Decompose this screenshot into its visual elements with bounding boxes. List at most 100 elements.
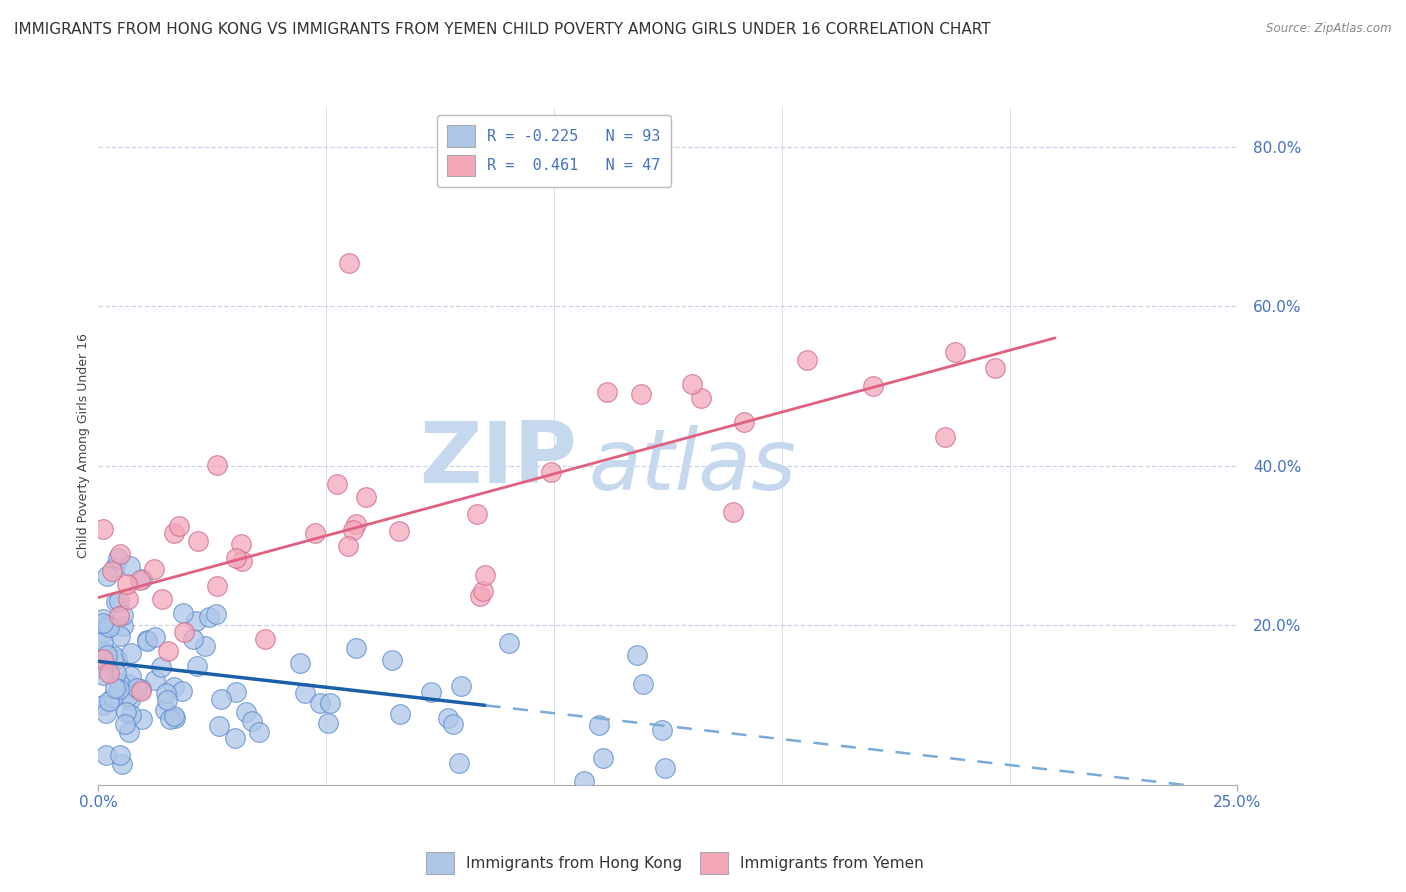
Point <box>118 725 141 739</box>
Point <box>162 709 184 723</box>
Point <box>470 589 492 603</box>
Point <box>163 710 186 724</box>
Point <box>117 689 139 703</box>
Point <box>97 620 120 634</box>
Point <box>225 684 247 698</box>
Point <box>181 632 204 647</box>
Point <box>143 630 166 644</box>
Point <box>170 683 193 698</box>
Point <box>235 705 257 719</box>
Point <box>129 683 152 698</box>
Text: Source: ZipAtlas.com: Source: ZipAtlas.com <box>1267 22 1392 36</box>
Text: ZIP: ZIP <box>419 418 576 501</box>
Point <box>115 705 138 719</box>
Point <box>152 591 174 606</box>
Point <box>110 547 132 561</box>
Point <box>131 712 153 726</box>
Point <box>103 690 125 704</box>
Point <box>626 648 648 662</box>
Legend: R = -0.225   N = 93, R =  0.461   N = 47: R = -0.225 N = 93, R = 0.461 N = 47 <box>437 115 671 187</box>
Point <box>150 660 173 674</box>
Legend: Immigrants from Hong Kong, Immigrants from Yemen: Immigrants from Hong Kong, Immigrants fr… <box>420 846 929 880</box>
Point <box>465 508 488 522</box>
Point <box>862 379 884 393</box>
Point <box>93 644 115 658</box>
Point <box>572 774 595 789</box>
Point <box>91 615 114 630</box>
Point <box>346 516 368 531</box>
Point <box>229 537 252 551</box>
Point <box>721 505 744 519</box>
Point <box>91 612 114 626</box>
Point <box>98 694 121 708</box>
Point <box>592 751 614 765</box>
Point <box>131 572 153 586</box>
Point <box>156 643 179 657</box>
Point <box>108 628 131 642</box>
Point <box>211 691 233 706</box>
Point <box>381 653 404 667</box>
Point <box>125 681 148 696</box>
Point <box>120 708 142 723</box>
Point <box>105 652 128 666</box>
Point <box>498 636 520 650</box>
Point <box>120 669 142 683</box>
Point <box>472 584 495 599</box>
Point <box>112 607 135 622</box>
Point <box>231 554 253 568</box>
Point <box>198 609 221 624</box>
Point <box>172 606 194 620</box>
Point <box>96 706 118 721</box>
Point <box>114 717 136 731</box>
Point <box>105 665 128 680</box>
Point <box>91 661 114 675</box>
Point <box>107 550 129 565</box>
Point <box>540 465 562 479</box>
Point <box>112 618 135 632</box>
Point <box>337 255 360 269</box>
Point <box>108 681 131 696</box>
Point <box>156 693 179 707</box>
Point <box>654 761 676 775</box>
Point <box>733 415 755 429</box>
Point <box>91 698 114 713</box>
Point <box>588 718 610 732</box>
Point <box>163 681 186 695</box>
Point <box>108 748 131 763</box>
Point <box>120 646 142 660</box>
Point <box>224 731 246 746</box>
Point <box>143 673 166 687</box>
Point <box>318 715 340 730</box>
Point <box>96 618 118 632</box>
Point <box>290 657 312 671</box>
Point <box>96 648 118 662</box>
Point <box>342 524 364 538</box>
Point <box>205 458 228 472</box>
Point <box>167 519 190 533</box>
Point <box>208 719 231 733</box>
Point <box>91 624 114 639</box>
Point <box>630 387 652 401</box>
Point <box>104 595 127 609</box>
Point <box>447 756 470 770</box>
Point <box>118 692 141 706</box>
Point <box>155 702 177 716</box>
Point <box>319 696 342 710</box>
Text: IMMIGRANTS FROM HONG KONG VS IMMIGRANTS FROM YEMEN CHILD POVERTY AMONG GIRLS UND: IMMIGRANTS FROM HONG KONG VS IMMIGRANTS … <box>14 22 991 37</box>
Point <box>441 716 464 731</box>
Point <box>159 712 181 726</box>
Point <box>389 706 412 721</box>
Point <box>93 668 115 682</box>
Point <box>91 652 114 666</box>
Point <box>101 564 124 578</box>
Point <box>253 632 276 647</box>
Point <box>934 430 956 444</box>
Point <box>143 561 166 575</box>
Point <box>91 635 114 649</box>
Point <box>108 676 131 690</box>
Point <box>117 591 139 606</box>
Point <box>98 666 121 681</box>
Point <box>474 568 496 582</box>
Point <box>326 477 349 491</box>
Point <box>96 569 118 583</box>
